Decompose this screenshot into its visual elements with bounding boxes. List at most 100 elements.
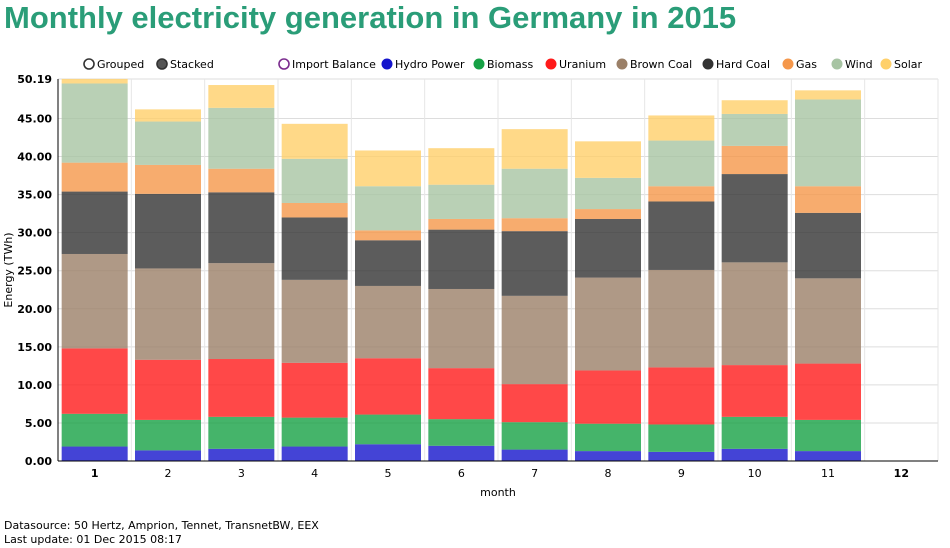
bar-solar-month-10 bbox=[721, 100, 788, 114]
legend-mode-grouped[interactable]: Grouped bbox=[83, 58, 144, 71]
bar-biomass-month-9 bbox=[648, 424, 715, 452]
bar-hydro-power-month-7 bbox=[501, 449, 568, 461]
bar-wind-month-11 bbox=[795, 99, 861, 187]
legend-hydro-power[interactable]: Hydro Power bbox=[381, 58, 465, 71]
bar-uranium-month-1 bbox=[61, 348, 128, 414]
legend-import-balance[interactable]: Import Balance bbox=[278, 58, 376, 71]
bar-solar-month-2 bbox=[135, 109, 201, 122]
bar-uranium-month-3 bbox=[208, 359, 275, 417]
bar-wind-month-5 bbox=[355, 186, 421, 231]
legend-mode-stacked[interactable]: Stacked bbox=[156, 58, 214, 71]
y-tick-label: 10.00 bbox=[17, 379, 52, 392]
x-tick-label: 3 bbox=[238, 467, 245, 480]
bar-hydro-power-month-8 bbox=[575, 451, 641, 461]
bar-solar-month-5 bbox=[355, 150, 421, 187]
bar-gas-month-2 bbox=[135, 164, 201, 194]
legend-label: Stacked bbox=[170, 58, 214, 71]
bar-hydro-power-month-5 bbox=[355, 444, 421, 461]
bar-wind-month-1 bbox=[61, 83, 128, 163]
bar-hydro-power-month-9 bbox=[648, 451, 715, 461]
bar-biomass-month-6 bbox=[428, 419, 495, 446]
bar-solar-month-11 bbox=[795, 90, 861, 100]
bar-biomass-month-10 bbox=[721, 416, 788, 449]
bar-hard-coal-month-1 bbox=[61, 191, 128, 254]
bar-hard-coal-month-6 bbox=[428, 229, 495, 289]
legend-hard-coal[interactable]: Hard Coal bbox=[702, 58, 770, 71]
bar-brown-coal-month-7 bbox=[501, 295, 568, 385]
bar-uranium-month-8 bbox=[575, 370, 641, 424]
y-tick-label: 30.00 bbox=[17, 227, 52, 240]
legend-label: Hydro Power bbox=[395, 58, 465, 71]
datasource-note: Datasource: 50 Hertz, Amprion, Tennet, T… bbox=[4, 519, 319, 532]
chart-axes: 0.00 5.00 10.00 15.00 20.00 25.00 30.00 35.00 40… bbox=[2, 73, 938, 499]
y-tick-label: 15.00 bbox=[17, 341, 52, 354]
x-tick-label: 4 bbox=[311, 467, 318, 480]
x-tick-label: 8 bbox=[605, 467, 612, 480]
x-tick-label: 6 bbox=[458, 467, 465, 480]
legend: Grouped Stacked Import Balance Hydro Power B… bbox=[83, 58, 923, 71]
bar-gas-month-3 bbox=[208, 168, 275, 193]
bar-solar-month-8 bbox=[575, 141, 641, 178]
bar-hydro-power-month-1 bbox=[61, 446, 128, 461]
uranium-marker-icon bbox=[545, 58, 557, 70]
bar-uranium-month-5 bbox=[355, 358, 421, 415]
legend-label: Gas bbox=[796, 58, 817, 71]
x-tick-label: 10 bbox=[748, 467, 762, 480]
x-tick-label: 5 bbox=[385, 467, 392, 480]
bar-hard-coal-month-4 bbox=[281, 217, 348, 280]
bar-brown-coal-month-2 bbox=[135, 268, 201, 360]
bar-solar-month-7 bbox=[501, 129, 568, 169]
hydro-power-marker-icon bbox=[381, 58, 393, 70]
legend-label: Import Balance bbox=[292, 58, 376, 71]
bar-wind-month-6 bbox=[428, 184, 495, 219]
bar-wind-month-7 bbox=[501, 168, 568, 219]
legend-label: Hard Coal bbox=[716, 58, 770, 71]
bar-hard-coal-month-2 bbox=[135, 193, 201, 269]
legend-label: Biomass bbox=[487, 58, 534, 71]
y-tick-label: 50.19 bbox=[17, 73, 52, 86]
bar-brown-coal-month-6 bbox=[428, 288, 495, 369]
x-tick-label: 12 bbox=[894, 467, 909, 480]
bar-hydro-power-month-11 bbox=[795, 451, 861, 461]
bar-biomass-month-3 bbox=[208, 416, 275, 449]
bar-wind-month-9 bbox=[648, 140, 715, 187]
bar-hydro-power-month-10 bbox=[721, 448, 788, 461]
legend-label: Brown Coal bbox=[630, 58, 692, 71]
bar-gas-month-9 bbox=[648, 186, 715, 202]
legend-biomass[interactable]: Biomass bbox=[473, 58, 534, 71]
bar-brown-coal-month-11 bbox=[795, 278, 861, 364]
bar-uranium-month-11 bbox=[795, 363, 861, 420]
legend-brown-coal[interactable]: Brown Coal bbox=[616, 58, 692, 71]
bar-biomass-month-11 bbox=[795, 419, 861, 452]
bar-hydro-power-month-4 bbox=[281, 446, 348, 461]
last-update-note: Last update: 01 Dec 2015 08:17 bbox=[4, 533, 182, 546]
bar-gas-month-7 bbox=[501, 218, 568, 232]
legend-wind[interactable]: Wind bbox=[831, 58, 873, 71]
x-axis-title: month bbox=[480, 486, 516, 499]
bar-biomass-month-2 bbox=[135, 419, 201, 451]
chart-grid bbox=[57, 78, 939, 462]
bar-solar-month-9 bbox=[648, 115, 715, 141]
bar-hard-coal-month-5 bbox=[355, 240, 421, 286]
bar-biomass-month-7 bbox=[501, 422, 568, 450]
chart-bars bbox=[61, 78, 861, 461]
bar-wind-month-8 bbox=[575, 177, 641, 210]
bar-uranium-month-9 bbox=[648, 367, 715, 425]
legend-solar[interactable]: Solar bbox=[880, 58, 923, 71]
bar-gas-month-4 bbox=[281, 202, 348, 218]
bar-brown-coal-month-9 bbox=[648, 269, 715, 368]
bar-hard-coal-month-8 bbox=[575, 218, 641, 278]
y-tick-label: 20.00 bbox=[17, 303, 52, 316]
bar-hard-coal-month-11 bbox=[795, 212, 861, 279]
bar-hard-coal-month-7 bbox=[501, 231, 568, 296]
bar-biomass-month-8 bbox=[575, 423, 641, 452]
bar-biomass-month-1 bbox=[61, 413, 128, 447]
y-tick-label: 0.00 bbox=[25, 455, 52, 468]
legend-gas[interactable]: Gas bbox=[782, 58, 817, 71]
bar-brown-coal-month-5 bbox=[355, 285, 421, 359]
bar-gas-month-8 bbox=[575, 209, 641, 219]
legend-label: Uranium bbox=[559, 58, 606, 71]
legend-uranium[interactable]: Uranium bbox=[545, 58, 606, 71]
bar-solar-month-1 bbox=[61, 78, 128, 84]
y-tick-label: 35.00 bbox=[17, 189, 52, 202]
